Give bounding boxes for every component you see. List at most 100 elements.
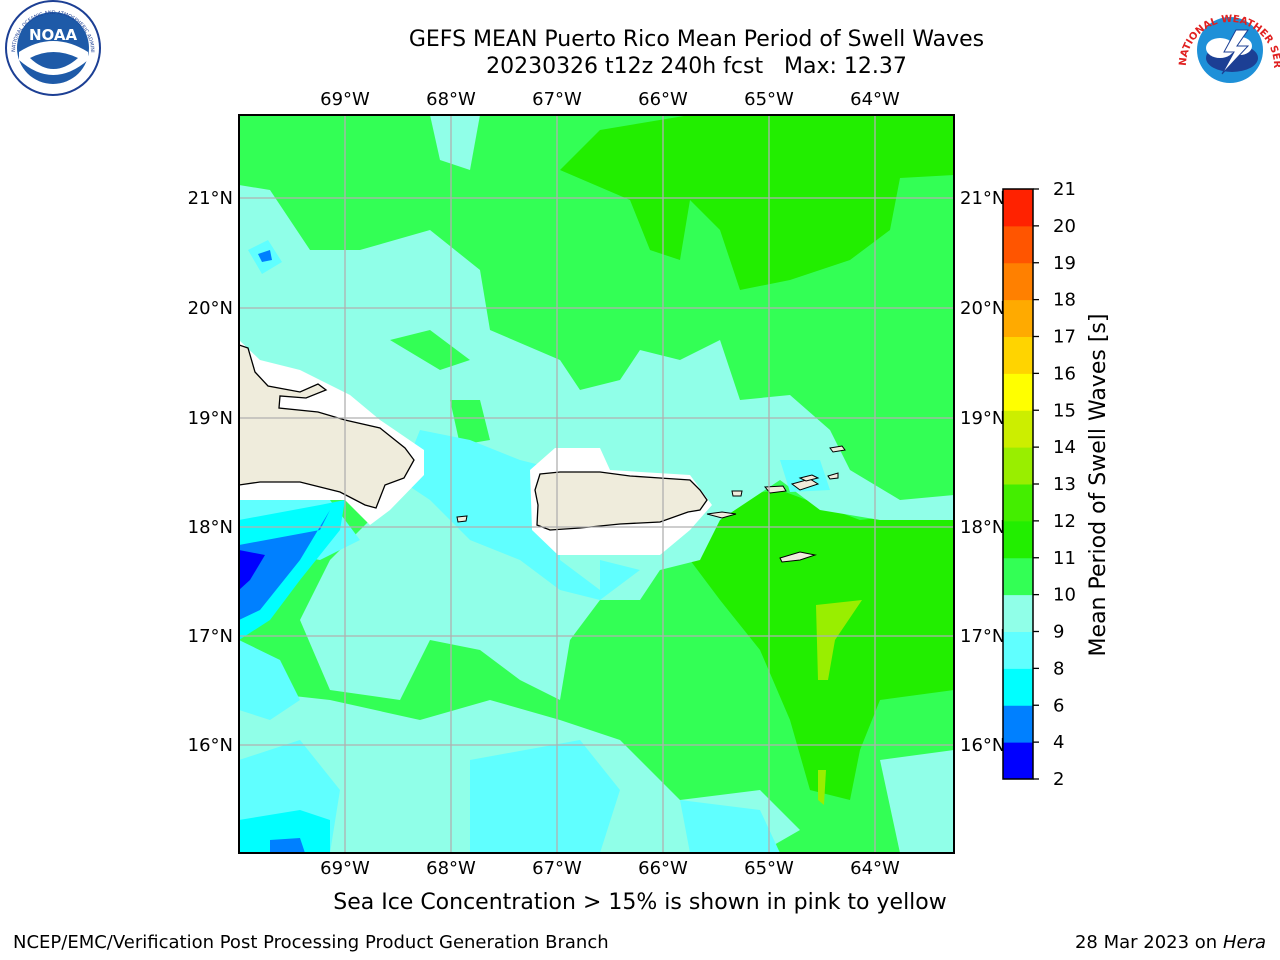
svg-text:NATIONAL WEATHER SERVICE: NATIONAL WEATHER SERVICE bbox=[0, 0, 1280, 69]
lat-label: 19°N bbox=[188, 408, 233, 429]
colorbar-swatch bbox=[1003, 410, 1033, 448]
colorbar-tick-label: 16 bbox=[1053, 363, 1076, 384]
field-region bbox=[450, 400, 490, 445]
nws-ring-text: NATIONAL WEATHER SERVICE bbox=[0, 0, 1280, 69]
colorbar-tick-label: 12 bbox=[1053, 511, 1076, 532]
swell-period-field bbox=[239, 115, 954, 853]
lat-label: 21°N bbox=[188, 188, 233, 209]
field-region bbox=[560, 115, 954, 290]
colorbar-swatch bbox=[1003, 336, 1033, 374]
footer-date-text: 28 Mar 2023 on bbox=[1074, 932, 1218, 953]
field-region bbox=[239, 185, 954, 700]
colorbar-tick-label: 10 bbox=[1053, 585, 1076, 606]
colorbar-tick-label: 8 bbox=[1053, 658, 1064, 679]
colorbar-tick-label: 17 bbox=[1053, 327, 1076, 348]
lat-label: 16°N bbox=[960, 735, 1005, 756]
footer-credit: NCEP/EMC/Verification Post Processing Pr… bbox=[13, 932, 609, 953]
chart-title: GEFS MEAN Puerto Rico Mean Period of Swe… bbox=[408, 27, 985, 52]
lon-labels-bottom: 69°W 68°W 67°W 66°W 65°W 64°W bbox=[320, 858, 900, 879]
island bbox=[779, 551, 817, 563]
lon-label: 64°W bbox=[850, 858, 900, 879]
field-region bbox=[239, 810, 330, 853]
field-region bbox=[270, 838, 305, 853]
colorbar-swatch bbox=[1003, 225, 1033, 264]
lon-label: 66°W bbox=[638, 858, 688, 879]
field-region bbox=[400, 430, 640, 600]
colorbar-swatches bbox=[1003, 189, 1033, 780]
colorbar-tick-label: 13 bbox=[1053, 474, 1076, 495]
noaa-logo: NOAA NATIONAL OCEANIC AND ATMOSPHERIC AD… bbox=[0, 0, 101, 96]
field-region bbox=[239, 510, 330, 620]
colorbar-tick-label: 15 bbox=[1053, 400, 1076, 421]
puerto-rico bbox=[534, 471, 708, 531]
lon-label: 65°W bbox=[744, 89, 794, 110]
noaa-logo-text: NOAA bbox=[29, 26, 78, 44]
lon-label: 67°W bbox=[532, 89, 582, 110]
island bbox=[829, 445, 846, 453]
lon-label: 64°W bbox=[850, 89, 900, 110]
lat-label: 16°N bbox=[188, 735, 233, 756]
sea-ice-caption: Sea Ice Concentration > 15% is shown in … bbox=[333, 890, 947, 915]
field-region bbox=[880, 750, 954, 853]
field-region bbox=[258, 250, 272, 262]
island bbox=[790, 478, 820, 491]
colorbar-ticks: 2 4 6 8 9 10 11 12 13 14 15 16 17 18 19 20 21 bbox=[1033, 179, 1076, 790]
island bbox=[456, 515, 468, 523]
lon-label: 69°W bbox=[320, 89, 370, 110]
field-region bbox=[239, 640, 300, 720]
colorbar-swatch bbox=[1003, 262, 1033, 301]
island bbox=[706, 511, 737, 519]
hispaniola bbox=[239, 344, 415, 509]
lat-label: 17°N bbox=[960, 626, 1005, 647]
colorbar-swatch bbox=[1003, 557, 1033, 596]
field-region bbox=[680, 800, 780, 853]
colorbar-swatch bbox=[1003, 705, 1033, 743]
colorbar-tick-label: 18 bbox=[1053, 290, 1076, 311]
colorbar-swatch bbox=[1003, 668, 1033, 706]
colorbar-tick-label: 6 bbox=[1053, 695, 1064, 716]
colorbar-tick-label: 14 bbox=[1053, 437, 1076, 458]
island bbox=[798, 474, 820, 482]
footer-host: Hera bbox=[1222, 932, 1266, 953]
colorbar-label: Mean Period of Swell Waves [s] bbox=[1086, 314, 1111, 657]
colorbar-tick-label: 19 bbox=[1053, 253, 1076, 274]
colorbar-swatch bbox=[1003, 631, 1033, 669]
lon-label: 65°W bbox=[744, 858, 794, 879]
lon-label: 68°W bbox=[426, 858, 476, 879]
field-region bbox=[239, 550, 265, 590]
chart-subtitle: 20230326 t12z 240h fcst Max: 12.37 bbox=[486, 54, 907, 79]
lon-label: 68°W bbox=[426, 89, 476, 110]
lat-labels-right: 21°N 20°N 19°N 18°N 17°N 16°N bbox=[960, 188, 1005, 756]
colorbar-tick-label: 20 bbox=[1053, 216, 1076, 237]
colorbar-swatch bbox=[1003, 373, 1033, 411]
lat-label: 20°N bbox=[188, 298, 233, 319]
colorbar-swatch bbox=[1003, 594, 1033, 632]
lon-label: 69°W bbox=[320, 858, 370, 879]
lon-label: 67°W bbox=[532, 858, 582, 879]
colorbar-tick-label: 2 bbox=[1053, 769, 1064, 790]
island bbox=[827, 472, 839, 480]
colorbar-tick-label: 4 bbox=[1053, 732, 1064, 753]
colorbar-swatch bbox=[1003, 299, 1033, 337]
island bbox=[763, 485, 787, 494]
lat-label: 17°N bbox=[188, 626, 233, 647]
footer-date: 28 Mar 2023 on Hera bbox=[1075, 932, 1266, 953]
field-region bbox=[816, 600, 862, 680]
colorbar-swatch bbox=[1003, 447, 1033, 485]
lat-label: 19°N bbox=[960, 408, 1005, 429]
colorbar-tick-label: 11 bbox=[1053, 548, 1076, 569]
colorbar: 2 4 6 8 9 10 11 12 13 14 15 16 17 18 19 20 21 Mean Perio… bbox=[1002, 179, 1111, 790]
lon-labels-top: 69°W 68°W 67°W 66°W 65°W 64°W bbox=[320, 89, 900, 110]
colorbar-swatch bbox=[1003, 189, 1033, 227]
lat-label: 21°N bbox=[960, 188, 1005, 209]
colorbar-swatch bbox=[1003, 484, 1033, 522]
field-region bbox=[390, 330, 470, 370]
lat-label: 20°N bbox=[960, 298, 1005, 319]
colorbar-swatch bbox=[1003, 742, 1033, 780]
graticule bbox=[239, 115, 954, 853]
colorbar-tick-label: 21 bbox=[1053, 179, 1076, 200]
lon-label: 66°W bbox=[638, 89, 688, 110]
field-region bbox=[430, 115, 480, 170]
island bbox=[731, 490, 743, 497]
map-frame bbox=[238, 114, 955, 854]
